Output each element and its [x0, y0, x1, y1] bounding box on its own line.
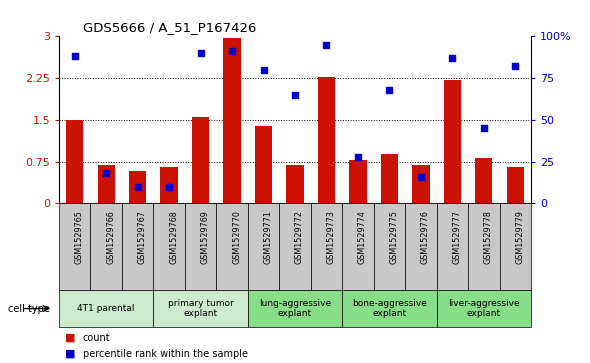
Point	[227, 48, 237, 54]
Bar	[255, 126, 272, 203]
Bar	[507, 167, 524, 203]
Text: GSM1529773: GSM1529773	[326, 210, 336, 264]
Text: GSM1529765: GSM1529765	[75, 210, 84, 264]
Bar	[153, 290, 248, 327]
Bar	[412, 166, 430, 203]
Text: GSM1529771: GSM1529771	[264, 210, 273, 264]
Bar	[500, 203, 531, 290]
Text: GSM1529766: GSM1529766	[106, 210, 115, 264]
Text: bone-aggressive
explant: bone-aggressive explant	[352, 299, 427, 318]
Bar	[373, 203, 405, 290]
Text: lung-aggressive
explant: lung-aggressive explant	[259, 299, 331, 318]
Bar	[437, 203, 468, 290]
Point	[479, 125, 489, 131]
Bar	[224, 38, 241, 203]
Bar	[342, 290, 437, 327]
Point	[448, 55, 457, 61]
Text: GSM1529767: GSM1529767	[137, 210, 147, 264]
Text: GSM1529778: GSM1529778	[484, 210, 493, 264]
Bar	[286, 166, 304, 203]
Bar	[192, 117, 209, 203]
Bar	[90, 203, 122, 290]
Bar	[475, 158, 493, 203]
Bar	[405, 203, 437, 290]
Point	[259, 67, 268, 73]
Point	[196, 50, 205, 56]
Bar	[468, 203, 500, 290]
Point	[322, 42, 331, 48]
Bar	[437, 290, 531, 327]
Point	[101, 170, 111, 176]
Text: primary tumor
explant: primary tumor explant	[168, 299, 234, 318]
Text: ■: ■	[65, 349, 76, 359]
Text: GSM1529776: GSM1529776	[421, 210, 430, 264]
Text: count: count	[83, 333, 110, 343]
Text: GSM1529769: GSM1529769	[201, 210, 209, 264]
Point	[510, 64, 520, 69]
Bar	[97, 166, 115, 203]
Bar	[248, 203, 279, 290]
Bar	[217, 203, 248, 290]
Bar	[318, 77, 335, 203]
Text: cell type: cell type	[8, 303, 50, 314]
Bar	[160, 167, 178, 203]
Point	[165, 184, 174, 189]
Point	[70, 53, 80, 59]
Text: 4T1 parental: 4T1 parental	[77, 304, 135, 313]
Bar	[342, 203, 373, 290]
Text: GSM1529772: GSM1529772	[295, 210, 304, 264]
Point	[416, 174, 425, 179]
Point	[385, 87, 394, 93]
Text: GSM1529777: GSM1529777	[453, 210, 461, 264]
Bar	[185, 203, 217, 290]
Point	[290, 92, 300, 98]
Text: GSM1529768: GSM1529768	[169, 210, 178, 264]
Text: percentile rank within the sample: percentile rank within the sample	[83, 349, 248, 359]
Text: GSM1529770: GSM1529770	[232, 210, 241, 264]
Bar	[59, 203, 90, 290]
Bar	[129, 171, 146, 203]
Bar	[59, 290, 153, 327]
Text: GSM1529774: GSM1529774	[358, 210, 367, 264]
Text: GSM1529775: GSM1529775	[389, 210, 398, 264]
Point	[133, 184, 142, 189]
Text: liver-aggressive
explant: liver-aggressive explant	[448, 299, 520, 318]
Text: ■: ■	[65, 333, 76, 343]
Bar	[311, 203, 342, 290]
Bar	[381, 154, 398, 203]
Text: GSM1529779: GSM1529779	[515, 210, 525, 264]
Bar	[66, 120, 83, 203]
Point	[353, 154, 363, 159]
Bar	[349, 160, 366, 203]
Text: GDS5666 / A_51_P167426: GDS5666 / A_51_P167426	[83, 21, 256, 34]
Bar	[122, 203, 153, 290]
Bar	[153, 203, 185, 290]
Bar	[444, 80, 461, 203]
Bar	[279, 203, 311, 290]
Bar	[248, 290, 342, 327]
